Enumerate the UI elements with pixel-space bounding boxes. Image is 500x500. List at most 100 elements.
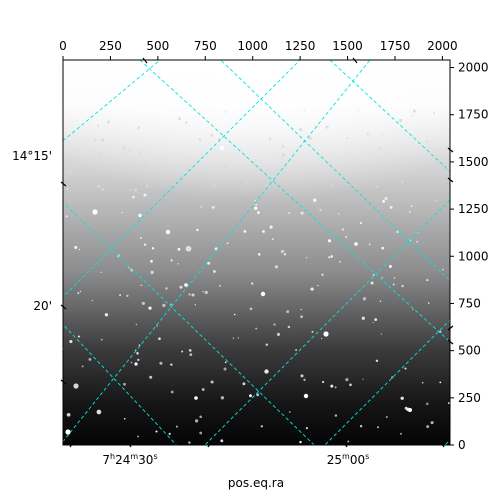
star — [198, 137, 202, 141]
star — [170, 363, 173, 366]
star — [243, 230, 247, 233]
star — [130, 361, 133, 364]
star — [245, 180, 249, 184]
star — [81, 365, 84, 368]
star — [111, 164, 114, 168]
star — [162, 303, 166, 308]
star — [66, 187, 69, 191]
star — [91, 299, 93, 302]
star — [295, 349, 298, 351]
grid-line — [204, 199, 450, 445]
star — [207, 261, 211, 265]
star — [140, 284, 143, 286]
star — [88, 358, 92, 361]
star — [412, 109, 416, 113]
y-tick-label: 1750 — [458, 108, 489, 122]
x-tick-label: 1750 — [380, 39, 411, 53]
star — [354, 242, 358, 246]
star — [401, 284, 404, 288]
star — [286, 310, 290, 314]
star — [396, 230, 399, 234]
ra-label-1: 7h24m30s — [102, 452, 157, 467]
star — [433, 112, 436, 115]
star — [181, 350, 184, 353]
star — [135, 323, 138, 326]
star — [138, 213, 142, 218]
star — [186, 167, 190, 171]
star — [264, 369, 269, 374]
star — [129, 149, 132, 152]
star — [305, 426, 309, 430]
dec-label-1: 14°15' — [12, 149, 52, 163]
star — [341, 228, 345, 231]
star — [313, 175, 316, 178]
star — [175, 425, 178, 428]
star — [269, 225, 273, 229]
star — [347, 440, 350, 443]
star — [168, 432, 171, 436]
star — [374, 318, 378, 321]
star — [249, 394, 252, 398]
star — [404, 367, 407, 370]
star — [320, 337, 323, 340]
y-axis-ticks: 0 250 500 750 1000 1250 1500 1750 2000 — [450, 61, 489, 452]
star — [94, 138, 97, 142]
star — [150, 259, 153, 263]
star — [400, 396, 404, 400]
star — [194, 303, 197, 306]
star — [303, 393, 309, 399]
star — [201, 388, 205, 391]
star — [191, 293, 195, 297]
star — [100, 338, 103, 341]
grid-line — [329, 60, 450, 173]
x-axis-title: pos.eq.ra — [228, 476, 284, 490]
star — [382, 200, 385, 203]
star — [101, 138, 105, 142]
star — [361, 316, 365, 320]
stars-layer — [63, 109, 450, 444]
star — [281, 153, 286, 157]
star — [426, 279, 429, 282]
star — [442, 268, 444, 271]
grid-line — [63, 60, 371, 443]
star — [319, 208, 322, 211]
star — [364, 116, 367, 118]
star — [97, 184, 101, 189]
star — [380, 333, 383, 335]
star — [212, 184, 216, 188]
star — [226, 242, 229, 245]
star — [194, 396, 198, 400]
star — [260, 425, 263, 428]
star — [357, 109, 359, 112]
star — [255, 203, 258, 206]
star — [122, 146, 126, 150]
star — [346, 137, 349, 140]
x-axis-ticks: 0 250 500 750 1000 1250 1500 1750 2000 — [59, 39, 458, 60]
star — [362, 297, 367, 301]
star — [384, 196, 388, 201]
star — [151, 247, 155, 250]
star — [243, 174, 247, 178]
star — [194, 419, 199, 423]
star — [141, 301, 145, 305]
y-tick-label: 2000 — [458, 61, 489, 75]
star — [300, 211, 304, 215]
star — [392, 283, 395, 286]
star — [262, 230, 265, 233]
star — [299, 128, 303, 132]
star — [210, 380, 214, 384]
x-tick-label: 1000 — [237, 39, 268, 53]
ra-label-2: 25m00s — [327, 452, 370, 467]
star — [299, 440, 302, 444]
star — [430, 421, 434, 425]
star — [412, 308, 414, 311]
star — [67, 169, 71, 173]
y-tick-label: 1000 — [458, 249, 489, 263]
star — [224, 361, 227, 364]
star — [399, 432, 403, 435]
star — [158, 337, 161, 340]
star — [349, 383, 352, 387]
star — [339, 260, 341, 263]
star — [137, 126, 141, 130]
